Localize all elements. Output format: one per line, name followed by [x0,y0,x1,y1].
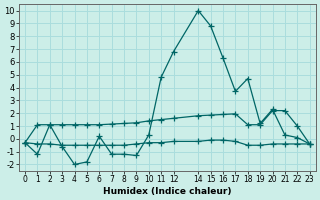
X-axis label: Humidex (Indice chaleur): Humidex (Indice chaleur) [103,187,232,196]
